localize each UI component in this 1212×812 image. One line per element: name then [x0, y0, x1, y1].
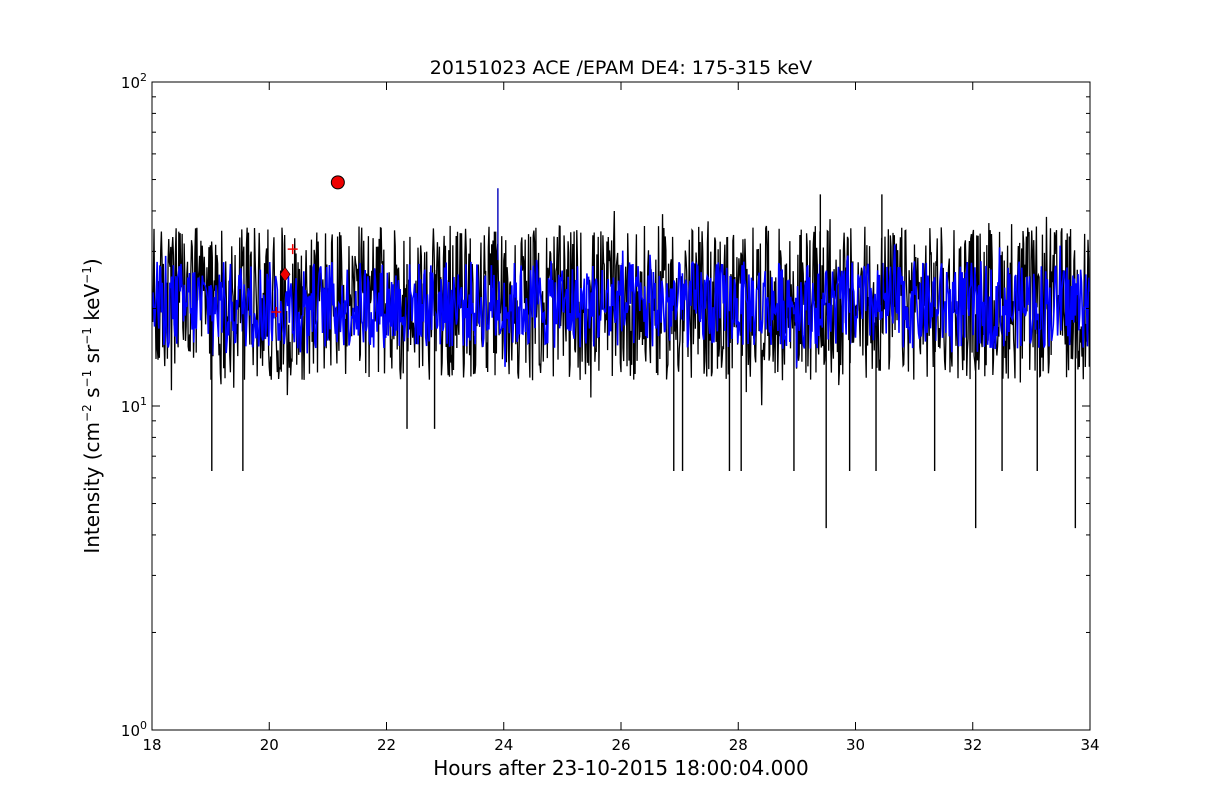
x-tick-label: 26	[611, 736, 630, 754]
y-axis-label: Intensity (cm−2 s−1 sr−1 keV−1)	[80, 258, 104, 553]
x-tick-label: 32	[963, 736, 982, 754]
x-tick-label: 22	[377, 736, 396, 754]
x-tick-label: 24	[494, 736, 513, 754]
y-tick-label: 101	[121, 395, 147, 416]
plot-area	[152, 175, 1090, 529]
series-line-1	[152, 244, 1090, 368]
marker-circle	[330, 175, 345, 190]
y-tick-label: 102	[121, 71, 147, 92]
chart-title: 20151023 ACE /EPAM DE4: 175-315 keV	[430, 57, 812, 79]
marker-plus-2	[287, 244, 298, 255]
marker-plus-3	[271, 307, 282, 318]
marker-diamond	[279, 266, 291, 282]
x-tick-label: 30	[846, 736, 865, 754]
axes-frame	[151, 81, 1091, 731]
x-tick-label: 28	[729, 736, 748, 754]
x-axis-label: Hours after 23-10-2015 18:00:04.000	[433, 756, 809, 780]
x-tick-label: 20	[260, 736, 279, 754]
y-tick-label: 100	[121, 719, 147, 740]
x-tick-label: 34	[1080, 736, 1099, 754]
x-tick-label: 18	[142, 736, 161, 754]
x-axis-ticks: 18 20 22 24 26 28 30 32 34	[142, 82, 1100, 754]
